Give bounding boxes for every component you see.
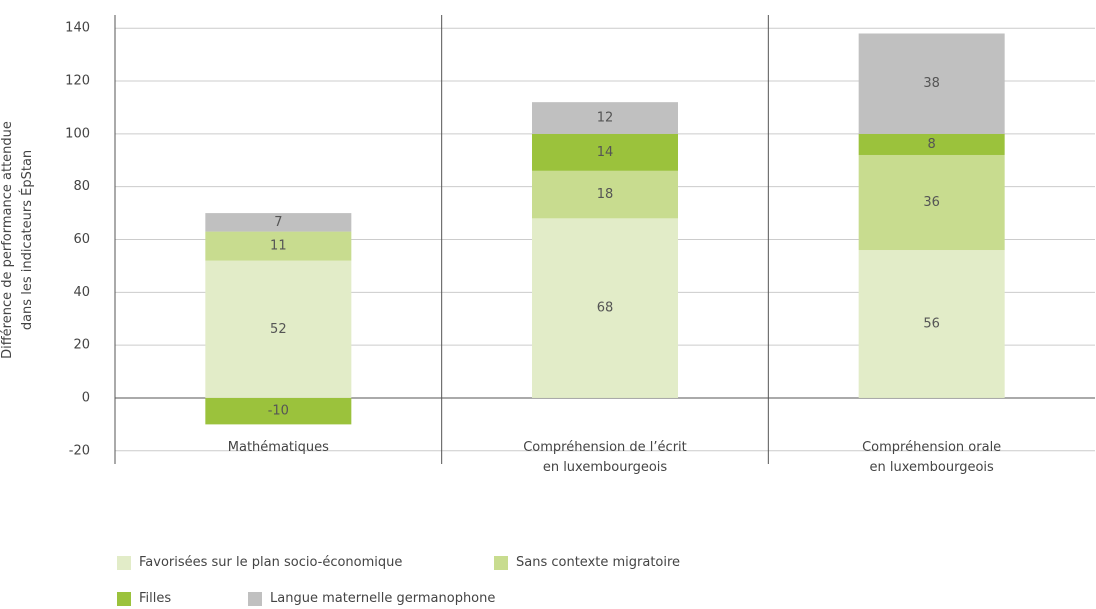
legend-swatch — [117, 555, 131, 570]
y-tick-label: 40 — [73, 285, 90, 300]
y-axis-label: Différence de performance attendue dans … — [0, 121, 35, 359]
value-label: 14 — [597, 145, 614, 160]
value-label: 18 — [597, 187, 614, 202]
legend-item: Langue maternelle germanophone — [248, 591, 495, 606]
value-label: 11 — [270, 239, 287, 254]
bar-segment — [532, 102, 678, 134]
x-tick-label: Compréhension orale en luxembourgeois — [862, 440, 1002, 475]
bar-segment — [205, 231, 352, 261]
value-label: 7 — [274, 215, 282, 230]
x-tick-label: Compréhension de l’écrit en luxembourgeo… — [523, 440, 687, 475]
y-tick-label: 0 — [82, 390, 90, 405]
bar-segment — [858, 250, 1005, 398]
bar-segment — [205, 213, 352, 232]
bar-segment — [858, 154, 1005, 251]
y-tick-label: 120 — [65, 74, 90, 89]
bar-segment — [532, 170, 678, 219]
value-label: 52 — [270, 322, 287, 337]
legend-swatch — [117, 591, 131, 606]
legend-item: Filles — [117, 591, 171, 606]
y-tick-label: 20 — [73, 338, 90, 353]
legend-label: Favorisées sur le plan socio-économique — [139, 555, 403, 570]
value-label: 12 — [597, 111, 614, 126]
y-tick-label: -20 — [69, 443, 90, 458]
bar-segment — [858, 133, 1005, 155]
x-tick-label: Mathématiques — [227, 440, 329, 455]
bar-segment — [205, 260, 352, 398]
legend-label: Sans contexte migratoire — [516, 555, 681, 570]
bar-segment — [532, 218, 678, 398]
legend-swatch — [248, 591, 262, 606]
legend-label: Langue maternelle germanophone — [270, 591, 496, 606]
value-label: 8 — [928, 137, 936, 152]
value-label: -10 — [268, 404, 289, 419]
legend-swatch — [494, 555, 508, 570]
bar-segment — [532, 133, 678, 171]
value-label: 68 — [597, 301, 614, 316]
y-tick-label: 80 — [73, 179, 90, 194]
y-tick-label: 60 — [73, 232, 90, 247]
value-label: 56 — [923, 317, 940, 332]
y-tick-label: 140 — [65, 21, 90, 36]
legend-item: Favorisées sur le plan socio-économique — [117, 555, 402, 570]
value-label: 38 — [923, 76, 940, 91]
legend-item: Sans contexte migratoire — [494, 555, 680, 570]
legend-label: Filles — [139, 591, 172, 606]
y-tick-label: 100 — [65, 126, 90, 141]
bar-segment — [205, 397, 352, 425]
bar-segment — [858, 33, 1005, 134]
value-label: 36 — [923, 195, 940, 210]
